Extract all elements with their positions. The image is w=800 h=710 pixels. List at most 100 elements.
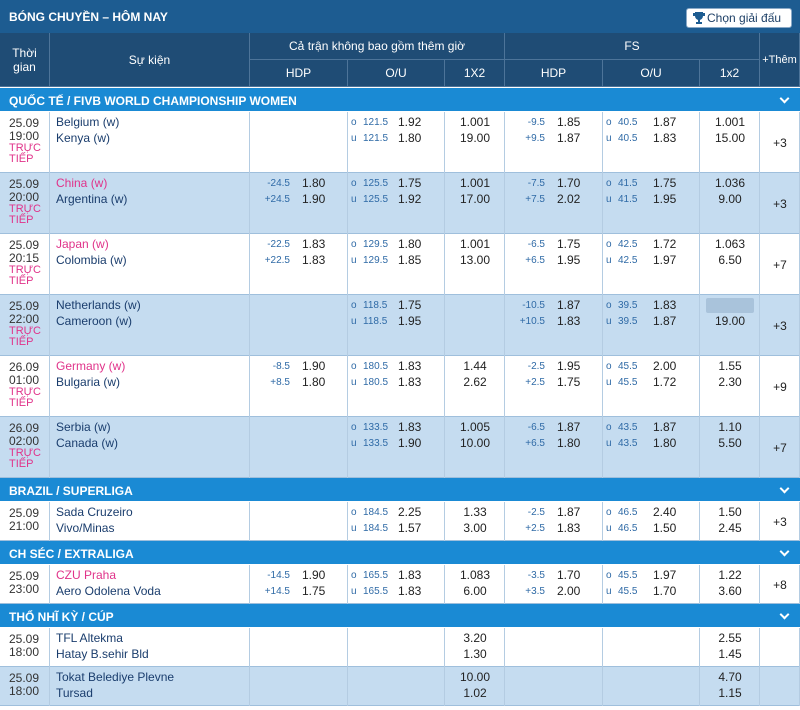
odds: 2.55 — [718, 631, 742, 645]
odds: 1.83 — [398, 375, 422, 389]
ou-side: u — [351, 523, 357, 534]
cell-border — [50, 628, 250, 667]
odds: 19.00 — [714, 314, 746, 328]
match-time: 23:00 — [9, 582, 40, 596]
odds: 1.80 — [557, 436, 581, 450]
cell-border — [603, 667, 700, 706]
odds: 1.83 — [302, 237, 326, 251]
match-row — [0, 502, 800, 541]
match-row — [0, 667, 800, 706]
cell-border — [50, 565, 250, 604]
ou-line: 180.5 — [363, 361, 389, 372]
match-time: 20:00 — [9, 190, 40, 204]
ou-line: 39.5 — [618, 300, 638, 311]
locked-odds — [706, 298, 754, 313]
odds: 1.95 — [557, 253, 581, 267]
ou-side: u — [606, 523, 612, 534]
handicap-line: -10.5 — [522, 300, 545, 311]
handicap-line: -7.5 — [527, 178, 545, 189]
col-time: Thời gian — [0, 33, 50, 87]
sub-col: HDP — [250, 60, 348, 87]
more-bets: +7 — [773, 440, 787, 455]
odds: 1.83 — [653, 131, 677, 145]
ou-side: o — [606, 117, 612, 128]
match-row — [0, 173, 800, 234]
ou-side: o — [606, 361, 612, 372]
match-row — [0, 417, 800, 478]
league-name: QUỐC TẾ / FIVB WORLD CHAMPIONSHIP WOMEN — [9, 94, 297, 108]
league-bar — [0, 604, 800, 628]
cell-border — [445, 234, 505, 295]
away-team: Bulgaria (w) — [56, 375, 121, 389]
home-team: China (w) — [56, 176, 108, 190]
odds: 1.90 — [398, 436, 422, 450]
ou-side: u — [351, 586, 357, 597]
handicap-line: -14.5 — [267, 570, 290, 581]
odds: 1.95 — [398, 314, 422, 328]
cell-border — [603, 356, 700, 417]
handicap-line: -2.5 — [527, 361, 545, 372]
cell-border — [0, 667, 50, 706]
away-team: Argentina (w) — [56, 192, 128, 206]
cell-border — [603, 112, 700, 173]
ou-side: u — [606, 255, 612, 266]
ou-side: o — [351, 300, 357, 311]
cell-border — [445, 112, 505, 173]
ou-line: 41.5 — [618, 178, 638, 189]
odds: 1.90 — [302, 359, 326, 373]
odds: 1.87 — [653, 314, 677, 328]
cell-border — [250, 417, 348, 478]
cell-border — [603, 234, 700, 295]
odds: 1.001 — [459, 176, 491, 190]
odds: 1.001 — [714, 115, 746, 129]
ou-line: 121.5 — [363, 133, 389, 144]
handicap-line: -2.5 — [527, 507, 545, 518]
ou-line: 42.5 — [618, 239, 638, 250]
sub-col: O/U — [603, 60, 700, 87]
ou-line: 121.5 — [363, 117, 389, 128]
ou-side: o — [351, 422, 357, 433]
select-league-button[interactable]: Chọn giải đấu — [686, 8, 792, 28]
handicap-line: -9.5 — [527, 117, 545, 128]
match-status: TRỰC TIẾP — [9, 325, 42, 348]
odds: 1.83 — [302, 253, 326, 267]
cell-border — [700, 628, 760, 667]
cell-border — [250, 628, 348, 667]
away-team: Vivo/Minas — [56, 521, 115, 535]
more-bets: +7 — [773, 257, 787, 272]
ou-line: 45.5 — [618, 586, 638, 597]
match-row — [0, 356, 800, 417]
match-status: TRỰC TIẾP — [9, 142, 42, 165]
cell-border — [250, 667, 348, 706]
cell-border — [700, 356, 760, 417]
odds: 1.22 — [718, 568, 742, 582]
ou-side: o — [606, 300, 612, 311]
cell-border — [50, 502, 250, 541]
title-bar: BÓNG CHUYỀN – HÔM NAY Chọn giải đấu — [0, 0, 800, 33]
league-bar — [0, 541, 800, 565]
ou-line: 45.5 — [618, 570, 638, 581]
ou-side: u — [606, 377, 612, 388]
cell-border — [0, 502, 50, 541]
handicap-line: -22.5 — [267, 239, 290, 250]
ou-side: u — [351, 316, 357, 327]
cell-border — [700, 565, 760, 604]
odds: 1.10 — [718, 420, 742, 434]
odds: 19.00 — [459, 131, 491, 145]
cell-border — [445, 667, 505, 706]
sub-col: 1X2 — [445, 60, 505, 87]
away-team: Kenya (w) — [56, 131, 111, 145]
odds: 1.83 — [653, 298, 677, 312]
cell-border — [603, 628, 700, 667]
odds: 1.95 — [653, 192, 677, 206]
match-date: 25.09 — [9, 671, 40, 685]
handicap-line: +24.5 — [264, 194, 290, 205]
more-bets: +8 — [773, 577, 787, 592]
cell-border — [445, 502, 505, 541]
odds: 1.55 — [718, 359, 742, 373]
cell-border — [250, 565, 348, 604]
odds: 1.87 — [557, 505, 581, 519]
ou-line: 42.5 — [618, 255, 638, 266]
ou-line: 43.5 — [618, 438, 638, 449]
odds: 1.75 — [398, 298, 422, 312]
